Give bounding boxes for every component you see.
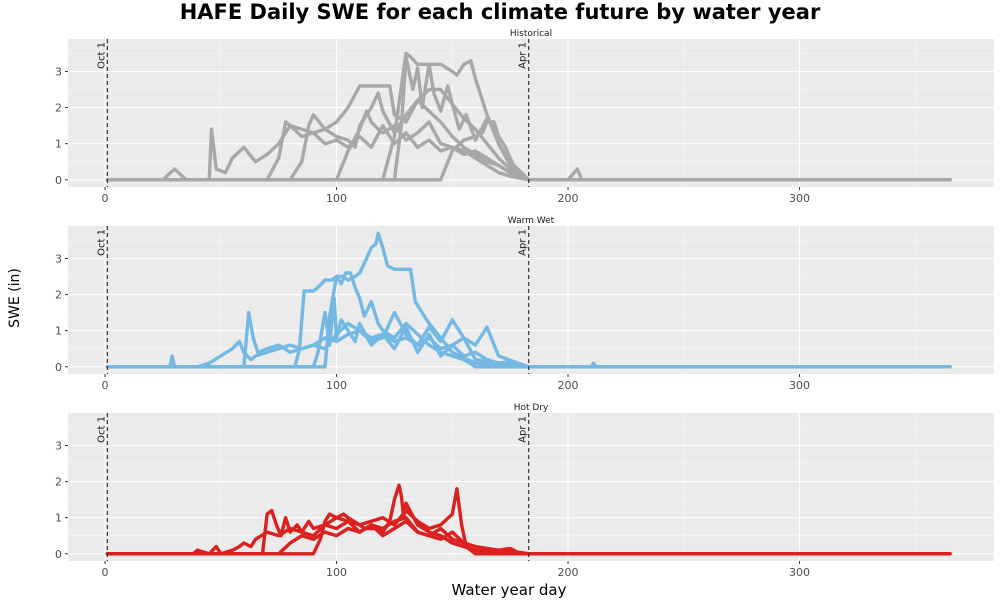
panel-strip [68,214,994,226]
x-tick-label: 0 [102,379,109,392]
y-tick-label: 3 [55,252,62,265]
y-tick-label: 2 [55,476,62,489]
x-tick-label: 100 [326,379,347,392]
series-line-4 [105,519,952,556]
series-line-7 [105,109,952,182]
series-group [105,51,952,182]
panel-warm-wet: Warm Wet 0 1 2 3 0 100 200 300 Oct 1 Apr 1 [55,214,994,392]
x-tick-label: 200 [558,566,579,579]
panel-hot-dry: Hot Dry 0 1 2 3 0 100 200 300 Oct 1 Apr 1 [55,401,994,579]
x-tick-label: 200 [558,379,579,392]
y-tick-label: 0 [55,174,62,187]
series-group [105,231,952,369]
ref-line-label: Apr 1 [518,229,529,256]
y-tick-label: 0 [55,361,62,374]
x-tick-label: 0 [102,192,109,205]
series-group [105,483,952,556]
x-axis-title: Water year day [451,581,567,599]
series-line-3 [105,84,952,182]
series-line-3 [105,483,952,556]
y-tick-label: 3 [55,65,62,78]
ref-line-label: Oct 1 [96,229,107,256]
panel-title: Warm Wet [508,216,555,226]
y-tick-label: 3 [55,439,62,452]
x-tick-label: 100 [326,192,347,205]
y-axis-title: SWE (in) [7,268,23,328]
x-tick-label: 300 [789,192,810,205]
y-tick-label: 0 [55,548,62,561]
series-line-5 [105,55,952,182]
panel-background [68,39,994,187]
y-tick-label: 2 [55,102,62,115]
ref-line-label: Oct 1 [96,416,107,443]
x-tick-label: 200 [558,192,579,205]
x-tick-label: 100 [326,566,347,579]
panel-strip [68,27,994,39]
ref-line-label: Apr 1 [518,42,529,69]
x-tick-label: 300 [789,566,810,579]
panel-title: Hot Dry [514,403,549,413]
y-tick-label: 2 [55,289,62,302]
panel-title: Historical [510,29,552,39]
panel-background [68,413,994,561]
y-tick-label: 1 [55,325,62,338]
ref-line-label: Oct 1 [96,42,107,69]
series-line-5 [105,296,952,369]
panel-historical: Historical 0 1 2 3 0 100 200 300 Oct 1 Apr 1 [55,27,994,205]
ref-line-label: Apr 1 [518,416,529,443]
panel-background [68,226,994,374]
x-tick-label: 300 [789,379,810,392]
chart-title: HAFE Daily SWE for each climate future b… [179,0,821,24]
y-tick-label: 1 [55,138,62,151]
panel-strip [68,401,994,413]
x-tick-label: 0 [102,566,109,579]
y-tick-label: 1 [55,512,62,525]
series-line-4 [105,231,952,369]
series-line-2 [105,91,952,182]
